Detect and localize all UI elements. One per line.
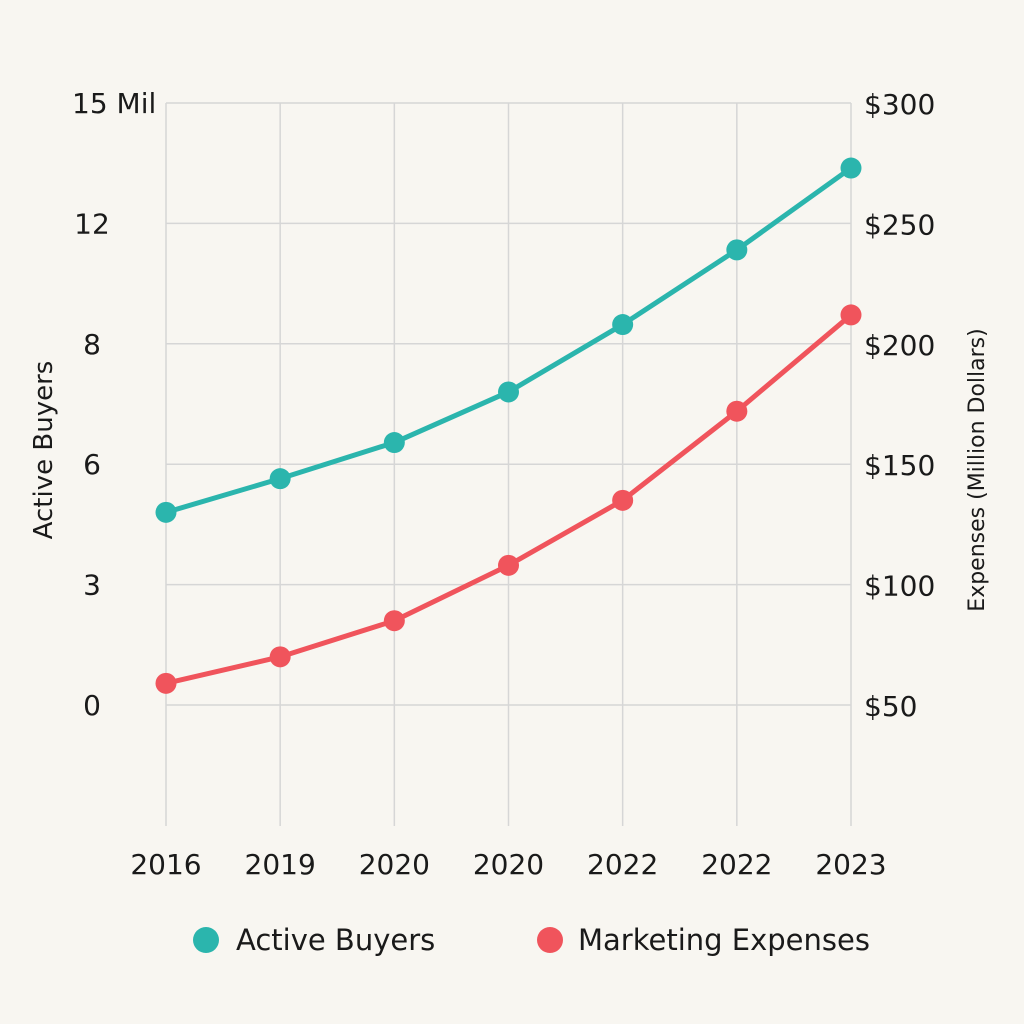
grid xyxy=(165,102,852,826)
data-point-marketing-expenses xyxy=(726,400,748,422)
right-tick-label: $300 xyxy=(864,88,935,121)
left-tick-label: 3 xyxy=(83,569,101,602)
legend: Active Buyers Marketing Expenses xyxy=(193,923,870,957)
x-tick-label: 2023 xyxy=(815,848,886,881)
x-tick-label: 2019 xyxy=(245,848,316,881)
data-point-marketing-expenses xyxy=(269,646,291,668)
series xyxy=(155,157,862,694)
data-point-active-buyers xyxy=(726,239,748,261)
right-tick-label: $150 xyxy=(864,449,935,482)
x-tick-label: 2022 xyxy=(587,848,658,881)
data-point-active-buyers xyxy=(498,381,519,403)
legend-label: Marketing Expenses xyxy=(578,923,870,957)
right-tick-label: $100 xyxy=(864,570,935,603)
data-point-active-buyers xyxy=(383,432,405,454)
left-tick-label: 12 xyxy=(74,207,110,240)
legend-label: Active Buyers xyxy=(236,923,435,957)
x-tick-label: 2020 xyxy=(473,848,544,881)
legend-swatch xyxy=(193,927,219,953)
right-axis-ticks: $50 $100 $150 $200 $250 $300 xyxy=(864,88,935,723)
data-point-marketing-expenses xyxy=(155,672,177,694)
left-tick-label: 15 Mil xyxy=(72,87,156,120)
legend-swatch xyxy=(537,927,563,953)
right-tick-label: $250 xyxy=(864,208,935,241)
left-axis-ticks: 15 Mil 12 8 6 3 0 xyxy=(72,87,156,722)
left-tick-label: 8 xyxy=(83,328,101,361)
right-tick-label: $50 xyxy=(864,690,917,723)
x-tick-label: 2020 xyxy=(359,848,430,881)
data-point-active-buyers xyxy=(269,468,291,490)
data-point-active-buyers xyxy=(155,501,177,523)
x-tick-label: 2016 xyxy=(130,848,201,881)
data-point-marketing-expenses xyxy=(498,554,519,576)
data-point-active-buyers xyxy=(612,314,634,336)
data-point-marketing-expenses xyxy=(383,610,405,632)
data-point-marketing-expenses xyxy=(612,489,634,511)
left-axis-title: Active Buyers xyxy=(29,361,59,540)
data-point-marketing-expenses xyxy=(840,304,862,326)
left-tick-label: 6 xyxy=(83,448,101,481)
data-point-active-buyers xyxy=(840,157,862,179)
right-tick-label: $200 xyxy=(864,329,935,362)
right-axis-title: Expenses (Million Dollars) xyxy=(965,328,990,611)
x-tick-label: 2022 xyxy=(701,848,772,881)
x-axis-ticks: 2016 2019 2020 2020 2022 2022 2023 xyxy=(130,848,886,881)
left-tick-label: 0 xyxy=(83,689,101,722)
